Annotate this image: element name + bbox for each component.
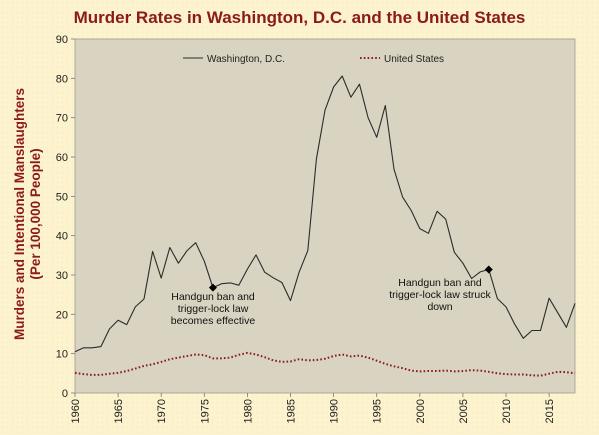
x-tick-label: 1965 xyxy=(113,399,125,423)
y-tick-label: 30 xyxy=(56,270,68,282)
x-tick-label: 2010 xyxy=(501,399,513,423)
chart-title: Murder Rates in Washington, D.C. and the… xyxy=(73,8,526,27)
x-tick-label: 1960 xyxy=(70,399,82,423)
annotation-marker xyxy=(208,283,217,292)
annotation-text: Handgun ban and xyxy=(398,277,482,289)
y-tick-label: 90 xyxy=(56,34,68,46)
annotation-text: becomes effective xyxy=(171,315,256,327)
x-tick-label: 1985 xyxy=(286,399,298,423)
x-tick-label: 1980 xyxy=(242,399,254,423)
x-tick-label: 2005 xyxy=(458,399,470,423)
x-tick-label: 1990 xyxy=(329,399,341,423)
y-tick-label: 10 xyxy=(56,349,68,361)
x-tick-label: 1975 xyxy=(199,399,211,423)
legend-label: Washington, D.C. xyxy=(207,54,285,65)
series-line-washington-dc xyxy=(74,75,576,353)
y-tick-label: 50 xyxy=(56,191,68,203)
x-tick-label: 1995 xyxy=(372,399,384,423)
y-tick-label: 20 xyxy=(56,309,68,321)
y-tick-label: 80 xyxy=(56,73,68,85)
annotation-marker xyxy=(484,265,493,274)
x-tick-label: 1970 xyxy=(156,399,168,423)
y-tick-label: 0 xyxy=(62,388,68,400)
x-tick-label: 2015 xyxy=(544,399,556,423)
annotation-text: Handgun ban and xyxy=(171,291,255,303)
y-tick-label: 40 xyxy=(56,231,68,243)
annotation-text: trigger-lock law struck xyxy=(389,289,491,301)
y-tick-label: 70 xyxy=(56,113,68,125)
plot-area xyxy=(74,38,576,394)
x-tick-label: 2000 xyxy=(415,399,427,423)
annotation-text: down xyxy=(427,301,452,313)
series-line-united-states xyxy=(74,351,576,377)
legend-label: United States xyxy=(384,54,444,65)
y-tick-label: 60 xyxy=(56,152,68,164)
annotation-text: trigger-lock law xyxy=(178,303,249,315)
